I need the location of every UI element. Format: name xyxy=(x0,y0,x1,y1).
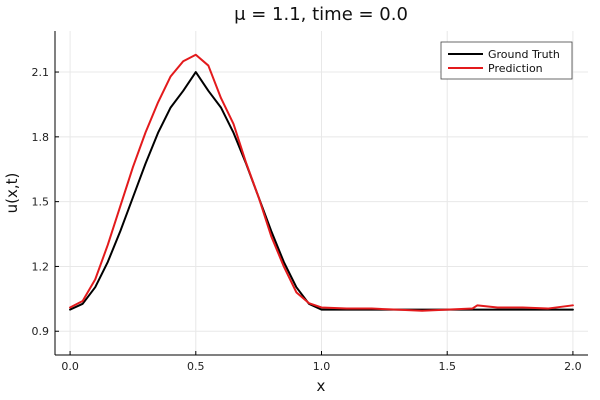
x-tick-label: 1.5 xyxy=(438,360,456,373)
chart-title: μ = 1.1, time = 0.0 xyxy=(234,4,408,25)
y-tick-label: 1.5 xyxy=(32,196,50,209)
series-group xyxy=(69,53,574,312)
y-tick-label: 2.1 xyxy=(32,66,50,79)
series-line-prediction xyxy=(69,53,574,312)
x-ticks: 0.0 0.5 1.0 1.5 2.0 xyxy=(61,351,582,373)
y-ticks: 0.9 1.2 1.5 1.8 2.1 xyxy=(32,66,59,338)
legend-label-ground-truth: Ground Truth xyxy=(488,48,560,61)
legend-box xyxy=(440,41,573,80)
y-tick-label: 1.8 xyxy=(32,131,50,144)
y-axis-label: u(x,t) xyxy=(3,173,21,214)
x-tick-label: 0.5 xyxy=(187,360,205,373)
legend: Ground Truth Prediction xyxy=(440,41,573,80)
y-tick-label: 0.9 xyxy=(32,325,50,338)
series-line-ground-truth xyxy=(69,71,574,311)
legend-label-prediction: Prediction xyxy=(488,62,543,75)
x-tick-label: 2.0 xyxy=(564,360,582,373)
x-axis-label: x xyxy=(317,377,326,395)
x-tick-label: 1.0 xyxy=(313,360,331,373)
y-tick-label: 1.2 xyxy=(32,260,50,273)
x-tick-label: 0.0 xyxy=(61,360,79,373)
